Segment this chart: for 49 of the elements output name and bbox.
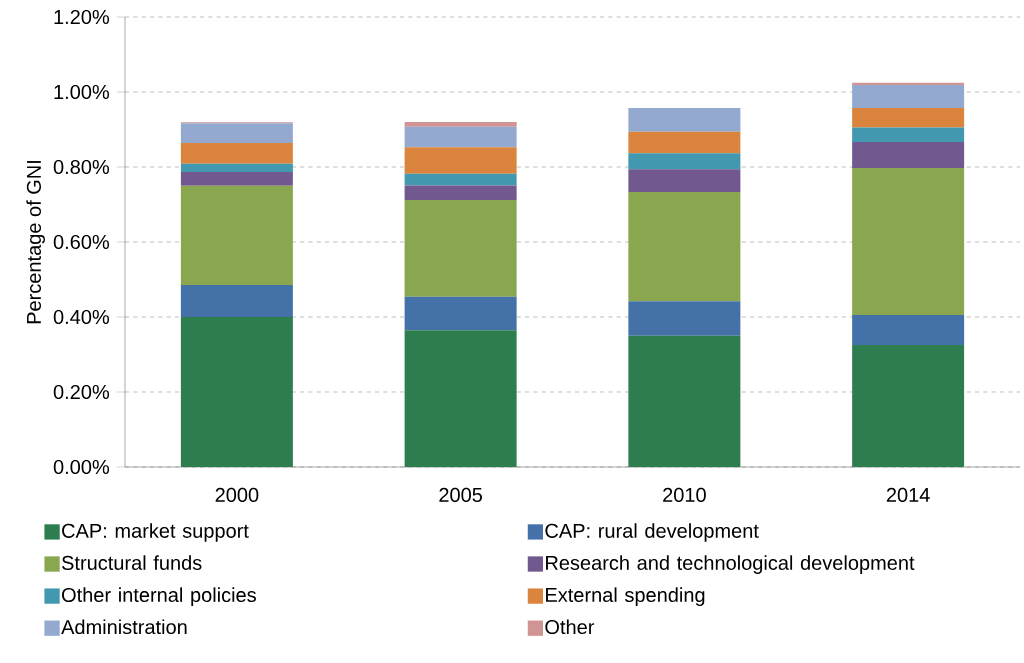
bar bbox=[628, 301, 741, 336]
legend-label: Structural funds bbox=[62, 555, 202, 570]
x-tick-label: 2014 bbox=[886, 487, 930, 502]
bar bbox=[852, 315, 965, 346]
legend-label: Research and technological development bbox=[546, 555, 915, 574]
bar bbox=[180, 285, 293, 317]
y-tick-label: 0.80% bbox=[53, 159, 110, 175]
bar bbox=[404, 173, 517, 186]
legend-label: CAP: market support bbox=[62, 523, 249, 542]
bar bbox=[404, 147, 517, 174]
bar bbox=[404, 200, 517, 297]
bar bbox=[852, 141, 965, 169]
legend-label: CAP: rural development bbox=[545, 523, 759, 542]
bar bbox=[404, 126, 517, 148]
bar bbox=[404, 330, 517, 467]
bar bbox=[180, 171, 293, 186]
bar bbox=[852, 168, 965, 316]
legend-label: Other bbox=[545, 619, 595, 635]
bar bbox=[628, 153, 741, 170]
y-axis-title: Percentage of GNI bbox=[26, 161, 45, 324]
y-tick-label: 0.20% bbox=[53, 384, 110, 400]
bar bbox=[852, 84, 965, 109]
bar bbox=[628, 108, 741, 132]
bar bbox=[628, 335, 741, 467]
bar bbox=[628, 131, 741, 154]
bar bbox=[180, 317, 293, 467]
y-tick-label: 1.20% bbox=[54, 9, 110, 25]
bar bbox=[404, 296, 517, 331]
legend-label: Administration bbox=[61, 619, 187, 635]
legend-label: Other internal policies bbox=[62, 587, 256, 606]
bar bbox=[404, 122, 517, 127]
x-tick-label: 2010 bbox=[663, 487, 706, 502]
bar bbox=[404, 185, 517, 200]
bar bbox=[852, 108, 965, 128]
x-tick-label: 2000 bbox=[215, 487, 259, 502]
bar bbox=[628, 169, 741, 193]
bar bbox=[180, 163, 293, 172]
bar bbox=[628, 192, 741, 302]
bar bbox=[852, 345, 965, 467]
bar bbox=[852, 127, 965, 142]
y-tick-label: 0.40% bbox=[53, 309, 110, 325]
bar bbox=[180, 143, 293, 164]
y-tick-label: 0.60% bbox=[53, 234, 110, 250]
bar bbox=[180, 123, 293, 143]
y-tick-label: 1.00% bbox=[54, 84, 110, 100]
y-tick-label: 0.00% bbox=[53, 459, 110, 475]
x-tick-label: 2005 bbox=[439, 487, 483, 502]
bar bbox=[180, 185, 293, 286]
legend-label: External spending bbox=[546, 587, 705, 606]
